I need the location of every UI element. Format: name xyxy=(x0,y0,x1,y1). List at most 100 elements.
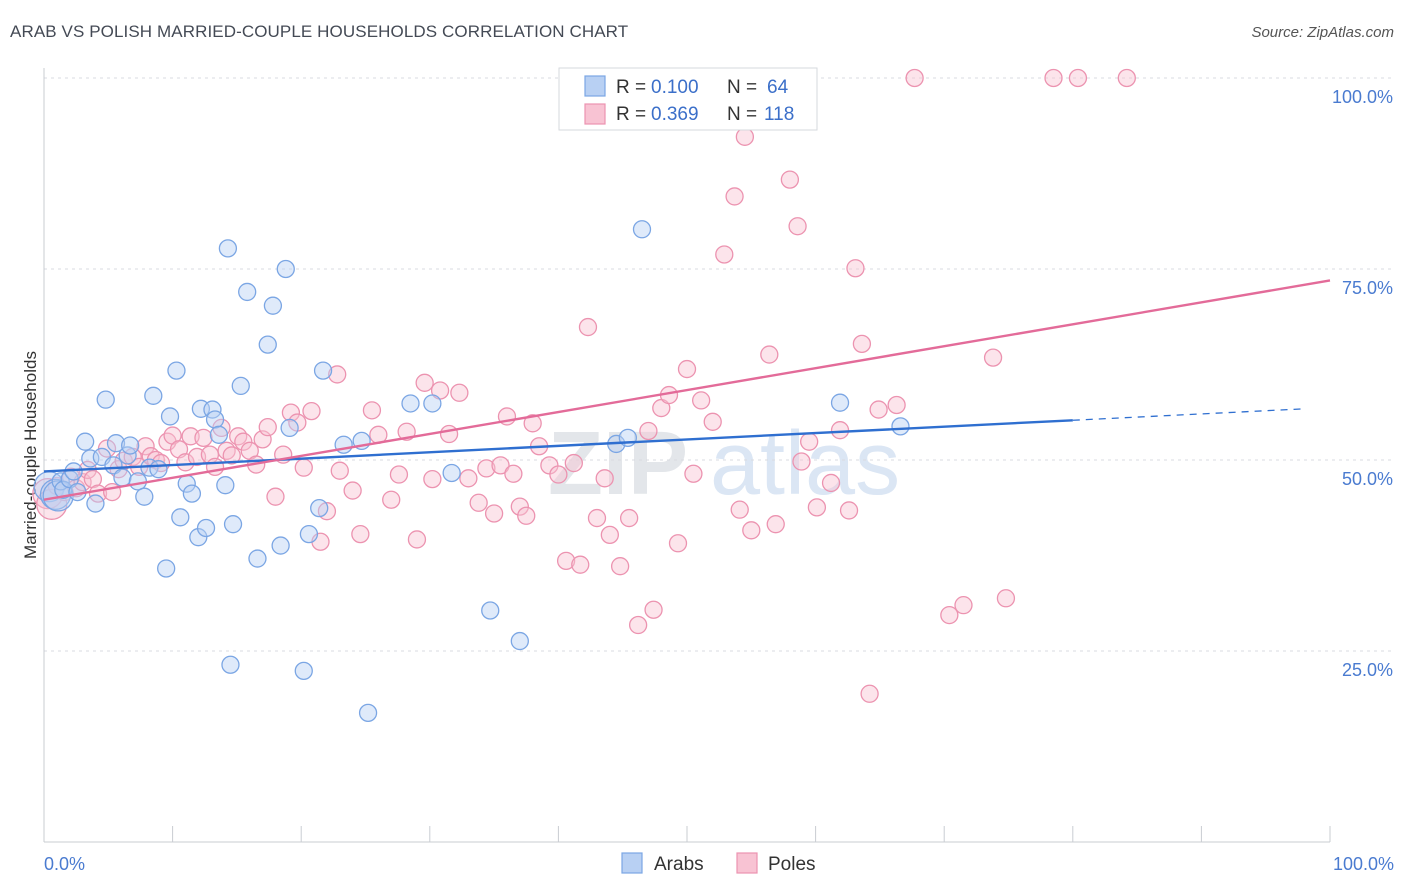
pole-point-105 xyxy=(807,498,827,517)
pole-point-116 xyxy=(954,596,973,615)
pole-point-94 xyxy=(725,187,744,206)
arab-point-12 xyxy=(96,390,115,409)
chart-title: ARAB VS POLISH MARRIED-COUPLE HOUSEHOLDS… xyxy=(10,22,629,41)
arab-trend-extension xyxy=(1072,408,1305,421)
legend-n-value-arabs: 64 xyxy=(767,77,789,98)
pole-point-49 xyxy=(351,524,370,544)
pole-point-106 xyxy=(821,473,841,493)
arab-point-62 xyxy=(830,393,850,412)
bottom-legend-label-poles: Poles xyxy=(768,854,816,875)
pole-point-31 xyxy=(222,446,241,465)
arab-point-45 xyxy=(276,259,295,279)
arab-point-35 xyxy=(216,476,235,495)
pole-point-23 xyxy=(176,453,195,472)
arab-point-49 xyxy=(310,498,329,518)
legend: R = 0.100 N = 64 R = 0.369 N = 118 xyxy=(558,67,818,131)
pole-point-74 xyxy=(556,551,576,570)
arab-point-61 xyxy=(632,220,652,239)
arab-point-23 xyxy=(157,559,176,578)
pole-point-89 xyxy=(677,359,697,379)
pole-point-57 xyxy=(423,469,442,489)
arab-point-36 xyxy=(218,239,238,258)
arab-point-47 xyxy=(294,661,313,681)
legend-r-label-arabs: R = xyxy=(616,77,646,98)
pole-point-110 xyxy=(852,334,872,354)
pole-point-60 xyxy=(450,383,469,402)
pole-point-84 xyxy=(639,421,658,441)
arab-trend-line xyxy=(43,419,1073,473)
pole-point-80 xyxy=(600,525,619,545)
legend-swatch-arabs xyxy=(584,75,606,97)
arab-point-48 xyxy=(299,524,319,544)
pole-point-43 xyxy=(302,401,321,421)
pole-point-115 xyxy=(940,605,959,625)
arab-point-39 xyxy=(231,376,250,396)
pole-point-114 xyxy=(905,68,924,88)
arab-point-28 xyxy=(182,484,202,503)
arab-point-44 xyxy=(271,536,290,555)
arab-point-33 xyxy=(205,410,225,429)
arab-point-31 xyxy=(196,518,216,538)
pole-point-97 xyxy=(742,521,761,540)
y-tick-label-100: 100.0% xyxy=(1332,87,1393,107)
arab-point-50 xyxy=(313,361,333,380)
arab-point-19 xyxy=(135,487,154,506)
arab-point-43 xyxy=(263,296,283,315)
bottom-legend-swatch-poles xyxy=(736,852,758,874)
pole-point-92 xyxy=(703,412,722,431)
arab-point-63 xyxy=(891,417,910,436)
arab-point-29 xyxy=(189,528,208,547)
bottom-legend-label-arabs: Arabs xyxy=(654,854,704,875)
pole-point-118 xyxy=(996,589,1016,608)
pole-point-90 xyxy=(684,464,703,483)
pole-point-107 xyxy=(830,421,850,440)
pole-point-75 xyxy=(564,453,583,473)
arab-point-9 xyxy=(81,449,100,468)
pole-point-102 xyxy=(788,217,807,236)
pole-point-70 xyxy=(523,414,542,433)
arab-point-10 xyxy=(86,494,105,513)
pole-point-50 xyxy=(362,401,382,420)
arab-point-8 xyxy=(76,432,95,451)
arab-point-58 xyxy=(510,631,529,651)
arab-point-13 xyxy=(104,456,123,475)
pole-point-40 xyxy=(281,403,301,422)
pole-point-26 xyxy=(194,428,213,447)
source-label: Source: ZipAtlas.com xyxy=(1251,24,1394,41)
pole-point-78 xyxy=(587,508,607,528)
pole-point-56 xyxy=(415,373,434,392)
legend-n-label-arabs: N = xyxy=(727,77,757,98)
pole-point-121 xyxy=(1117,68,1136,88)
pole-point-81 xyxy=(610,557,630,576)
pole-point-53 xyxy=(389,465,409,484)
series-poles-points xyxy=(32,68,1136,703)
arab-point-40 xyxy=(238,282,257,302)
pole-point-113 xyxy=(887,395,906,415)
legend-n-label-poles: N = xyxy=(727,104,757,125)
arab-point-57 xyxy=(481,601,500,620)
arab-point-37 xyxy=(221,655,240,674)
arab-point-34 xyxy=(209,425,229,444)
legend-r-value-poles: 0.369 xyxy=(651,104,699,125)
y-tick-label-50: 50.0% xyxy=(1342,469,1393,489)
watermark-zip: ZIP xyxy=(548,414,688,514)
arab-point-55 xyxy=(423,394,442,413)
arab-point-42 xyxy=(258,335,277,354)
pole-point-100 xyxy=(766,515,785,534)
arab-point-25 xyxy=(167,361,186,380)
pole-point-109 xyxy=(846,259,865,278)
legend-r-label-poles: R = xyxy=(616,104,646,125)
pole-point-67 xyxy=(504,464,523,483)
pole-point-47 xyxy=(330,461,349,480)
y-tick-label-75: 75.0% xyxy=(1342,278,1393,298)
pole-point-37 xyxy=(258,417,277,437)
x-tick-marks xyxy=(43,826,1331,842)
bottom-legend-swatch-arabs xyxy=(621,852,643,874)
arab-point-4 xyxy=(54,480,73,499)
pole-point-63 xyxy=(477,459,496,478)
pole-point-65 xyxy=(491,456,510,475)
arab-point-22 xyxy=(149,460,168,479)
pole-point-73 xyxy=(549,465,568,484)
x-tick-label-min: 0.0% xyxy=(44,854,85,874)
